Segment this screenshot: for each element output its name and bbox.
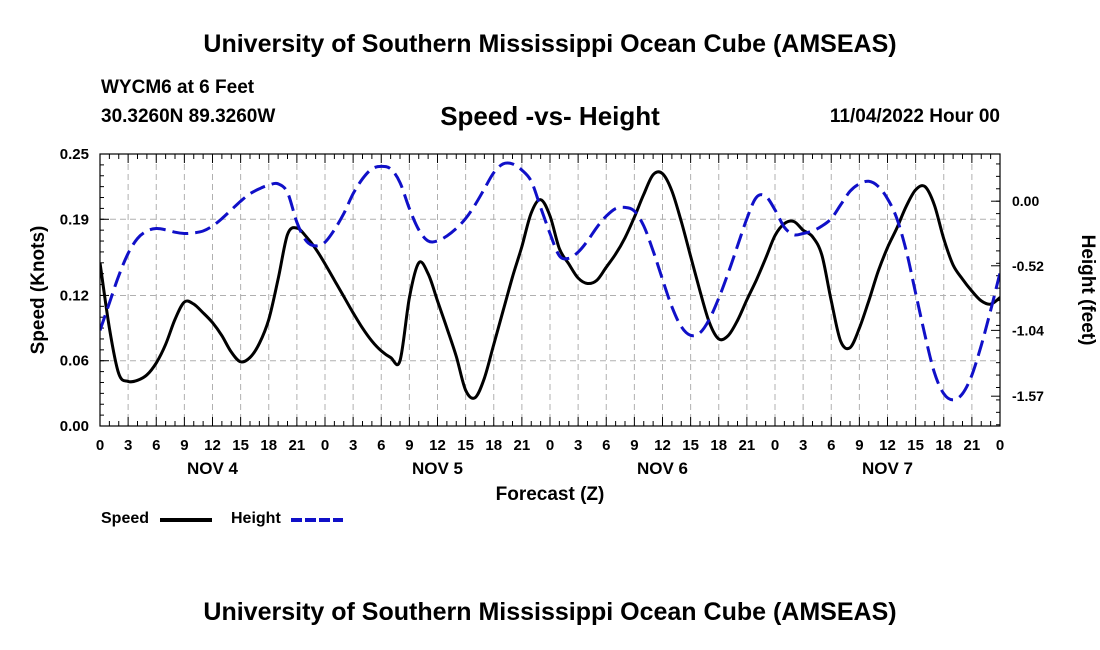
x-tick-label: 3: [349, 437, 357, 454]
y-right-tick-label: -1.57: [1012, 388, 1044, 404]
x-tick-label: 6: [377, 437, 385, 454]
y-left-tick-label: 0.00: [60, 418, 89, 435]
x-tick-label: 9: [180, 437, 188, 454]
y-left-tick-label: 0.19: [60, 211, 89, 228]
y-axis-label-left: Speed (Knots): [28, 226, 49, 355]
station-name: WYCM6 at 6 Feet: [101, 77, 255, 98]
x-tick-label: 21: [739, 437, 756, 454]
x-tick-label: 0: [996, 437, 1004, 454]
y-right-tick-label: -1.04: [1012, 322, 1044, 338]
day-label: NOV 6: [637, 459, 688, 478]
x-tick-label: 6: [602, 437, 610, 454]
forecast-datetime: 11/04/2022 Hour 00: [829, 106, 1000, 127]
x-tick-label: 9: [630, 437, 638, 454]
legend-speed-label: Speed: [101, 510, 150, 527]
y-left-tick-label: 0.12: [60, 287, 89, 304]
x-tick-label: 12: [879, 437, 896, 454]
x-tick-label: 9: [855, 437, 863, 454]
x-tick-label: 21: [964, 437, 981, 454]
grid: [100, 154, 1000, 426]
x-tick-label: 12: [429, 437, 446, 454]
chart-title-bottom: University of Southern Mississippi Ocean…: [203, 598, 897, 626]
y-axis-label-right: Height (feet): [1077, 235, 1098, 346]
plot-frame: [99, 153, 1001, 427]
axis-ticks: [99, 153, 1001, 427]
x-tick-label: 0: [96, 437, 104, 454]
x-tick-label: 3: [124, 437, 132, 454]
x-tick-label: 15: [907, 437, 924, 454]
x-tick-label: 18: [485, 437, 502, 454]
x-tick-label: 9: [405, 437, 413, 454]
x-tick-label: 15: [457, 437, 474, 454]
station-coordinates: 30.3260N 89.3260W: [101, 106, 276, 127]
x-tick-label: 18: [710, 437, 727, 454]
x-tick-label: 21: [514, 437, 531, 454]
x-tick-label: 6: [152, 437, 160, 454]
series-line-speed: [100, 170, 1000, 400]
x-tick-label: 12: [204, 437, 221, 454]
day-label: NOV 4: [187, 459, 239, 478]
x-tick-label: 18: [260, 437, 277, 454]
x-tick-label: 15: [232, 437, 249, 454]
axis-labels: 0 3 6 9 12 15 18 21 0 3 6 9 12 15 18 21 0 3 6 9 12 15 18 21 0 3 6 9…: [60, 146, 1044, 478]
x-tick-label: 18: [935, 437, 952, 454]
x-tick-label: 21: [289, 437, 306, 454]
x-tick-label: 12: [654, 437, 671, 454]
chart-title-top: University of Southern Mississippi Ocean…: [203, 30, 897, 58]
x-axis-label: Forecast (Z): [496, 484, 605, 505]
y-left-tick-label: 0.25: [60, 146, 89, 163]
x-tick-label: 3: [799, 437, 807, 454]
day-label: NOV 7: [862, 459, 913, 478]
day-label: NOV 5: [412, 459, 463, 478]
legend-speed-swatch: [160, 518, 212, 522]
y-right-tick-label: 0.00: [1012, 193, 1039, 209]
x-tick-label: 0: [546, 437, 554, 454]
y-left-tick-label: 0.06: [60, 353, 89, 370]
legend-height-swatch: [291, 518, 343, 522]
x-tick-label: 0: [321, 437, 329, 454]
chart-subtitle: Speed -vs- Height: [440, 101, 660, 131]
y-right-tick-label: -0.52: [1012, 258, 1044, 274]
series-line-height: [100, 161, 1000, 402]
x-tick-label: 15: [682, 437, 699, 454]
x-tick-label: 0: [771, 437, 779, 454]
legend-height-label: Height: [231, 510, 281, 527]
series: [100, 161, 1000, 402]
x-tick-label: 6: [827, 437, 835, 454]
x-tick-label: 3: [574, 437, 582, 454]
